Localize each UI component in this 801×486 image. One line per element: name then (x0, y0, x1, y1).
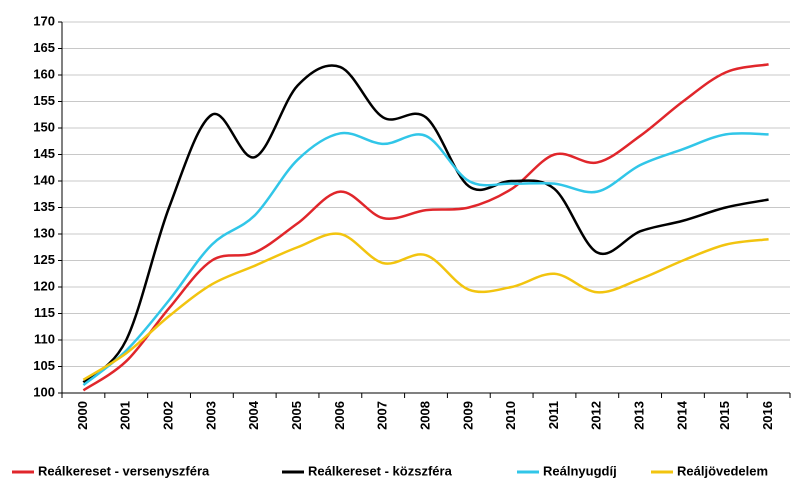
x-tick-label: 2000 (75, 401, 90, 430)
x-tick-label: 2007 (375, 401, 390, 430)
x-tick-label: 2012 (589, 401, 604, 430)
y-tick-label: 150 (33, 119, 55, 134)
y-tick-label: 155 (33, 93, 55, 108)
x-tick-label: 2015 (717, 401, 732, 430)
x-tick-label: 2014 (674, 400, 689, 430)
x-tick-label: 2001 (118, 401, 133, 430)
y-tick-label: 135 (33, 199, 55, 214)
legend-label: Reálkereset - versenyszféra (38, 463, 210, 478)
series-line (82, 64, 769, 384)
x-tick-label: 2008 (417, 401, 432, 430)
x-tick-label: 2004 (246, 400, 261, 430)
legend-label: Reáljövedelem (677, 463, 768, 478)
y-tick-label: 140 (33, 172, 55, 187)
y-tick-label: 170 (33, 13, 55, 28)
y-tick-label: 100 (33, 384, 55, 399)
y-tick-label: 165 (33, 40, 55, 55)
legend-label: Reálnyugdíj (543, 463, 617, 478)
series-line (82, 232, 769, 381)
y-tick-label: 115 (34, 305, 55, 320)
legend-label: Reálkereset - közszféra (308, 463, 453, 478)
x-tick-label: 2003 (203, 401, 218, 430)
series-line (82, 63, 769, 392)
y-tick-label: 120 (33, 278, 55, 293)
y-tick-label: 125 (33, 252, 55, 267)
y-tick-label: 130 (33, 225, 55, 240)
y-tick-label: 145 (33, 146, 55, 161)
y-tick-label: 160 (33, 66, 55, 81)
x-tick-label: 2013 (632, 401, 647, 430)
x-tick-label: 2005 (289, 401, 304, 430)
y-tick-label: 105 (33, 358, 55, 373)
x-tick-label: 2011 (546, 401, 561, 429)
x-tick-label: 2016 (760, 401, 775, 430)
y-tick-label: 110 (34, 331, 55, 346)
x-tick-label: 2009 (460, 401, 475, 430)
series-line (82, 131, 769, 387)
x-tick-label: 2010 (503, 401, 518, 430)
x-tick-label: 2002 (160, 401, 175, 430)
x-tick-label: 2006 (332, 401, 347, 430)
